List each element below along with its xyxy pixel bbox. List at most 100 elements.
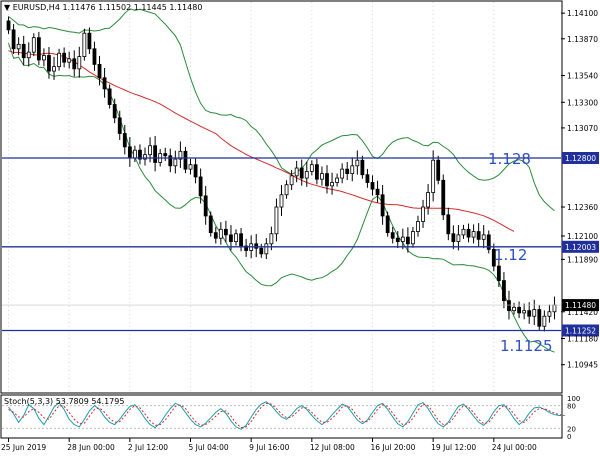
level-tag-text: 1.11252	[565, 326, 596, 335]
candle-body	[375, 188, 380, 196]
candle-body	[254, 243, 259, 249]
candle-body	[198, 176, 203, 197]
candle-body	[461, 228, 466, 236]
candle-body	[183, 150, 188, 170]
bollinger-bands	[8, 8, 555, 353]
price-tick-label: 1.13300	[567, 98, 598, 107]
stoch-signal-line	[8, 402, 565, 429]
candle-body	[512, 306, 516, 312]
candle-body	[42, 55, 46, 61]
stoch-tick-label: 0	[567, 433, 571, 441]
candle-body	[405, 236, 410, 245]
candle-body	[87, 32, 92, 50]
candle-body	[244, 245, 249, 251]
candle-body	[304, 170, 309, 179]
candle-body	[279, 194, 284, 208]
candle-body	[289, 175, 294, 186]
candle-body	[47, 55, 51, 72]
price-tick-label: 1.12100	[567, 232, 598, 241]
time-label: 24 Jul 00:00	[492, 443, 537, 452]
candle-body	[309, 164, 314, 172]
candle-body	[335, 177, 340, 183]
candle-body	[107, 88, 112, 105]
candle-body	[340, 168, 345, 179]
candle-body	[264, 243, 269, 255]
candle-body	[360, 159, 365, 176]
candle-body	[269, 233, 274, 245]
candle-body	[330, 182, 334, 187]
candle-body	[203, 195, 208, 217]
time-label: 12 Jul 08:00	[310, 443, 355, 452]
level-label-112: 1.12	[494, 246, 528, 264]
candle-body	[127, 146, 132, 159]
stoch-tick-label: 20	[567, 425, 576, 433]
candle-body	[173, 158, 178, 167]
candle-body	[527, 310, 532, 317]
candle-body	[234, 233, 238, 242]
candle-body	[552, 304, 557, 313]
candle-body	[476, 231, 481, 240]
price-tick-label: 1.13870	[567, 35, 598, 44]
candle-body	[188, 164, 193, 170]
candle-body	[178, 150, 183, 160]
horizontal-levels[interactable]: 1.12800 1.12003 1.11252	[2, 152, 599, 337]
level-tag	[562, 152, 599, 164]
level-tag	[562, 324, 599, 337]
candle-body	[507, 300, 511, 312]
time-label: 5 Jul 04:00	[189, 443, 229, 452]
stoch-main-line	[8, 401, 565, 430]
candle-body	[259, 247, 264, 255]
candle-body	[21, 43, 26, 59]
candle-body	[537, 309, 542, 327]
price-tick-label: 1.10945	[567, 361, 598, 370]
symbol-info-text: EURUSD,H4 1.11476 1.11502 1.11445 1.1148…	[12, 3, 203, 12]
candle-body	[502, 280, 506, 302]
candle-body	[486, 234, 491, 250]
candle-body	[62, 52, 67, 63]
main-chart-frame	[0, 0, 563, 394]
time-label: 28 Jun 00:00	[67, 443, 115, 452]
candle-body	[370, 182, 375, 190]
candle-body	[26, 51, 31, 59]
time-label: 2 Jul 12:00	[128, 443, 168, 452]
level-label-1128: 1.128	[488, 150, 531, 168]
candle-body	[411, 231, 415, 245]
candle-body	[350, 165, 355, 175]
current-price-tag	[562, 299, 599, 312]
price-tick-label: 1.12360	[567, 203, 598, 212]
candle-body	[436, 159, 441, 181]
bollinger-upper	[8, 8, 555, 212]
candle-body	[52, 66, 56, 72]
candle-body	[11, 29, 16, 50]
candle-body	[451, 233, 456, 242]
time-label: 9 Jul 16:00	[249, 443, 289, 452]
candle-body	[133, 149, 137, 159]
candle-body	[102, 77, 107, 90]
candle-body	[517, 306, 521, 314]
candle-body	[522, 310, 527, 314]
candle-body	[491, 248, 496, 267]
candle-body	[496, 265, 501, 281]
candle-body	[36, 37, 41, 61]
stoch-frame	[0, 394, 563, 439]
candle-body	[97, 64, 102, 79]
candle-body	[320, 173, 324, 180]
candle-body	[223, 228, 228, 236]
candle-body	[380, 194, 385, 217]
time-axis: 25 Jun 2019 28 Jun 00:00 2 Jul 12:00 5 Jul …	[1, 438, 537, 452]
candle-body	[153, 145, 158, 163]
symbol-info-label: ▼ EURUSD,H4 1.11476 1.11502 1.11445 1.11…	[4, 3, 202, 12]
level-tag-text: 1.12800	[565, 154, 596, 163]
candle-body	[239, 233, 243, 247]
candle-body	[294, 167, 299, 177]
candle-body	[148, 145, 152, 156]
moving-average	[8, 50, 515, 232]
candle-body	[471, 231, 476, 238]
candle-body	[365, 174, 370, 183]
candle-body	[426, 192, 430, 208]
candle-body	[421, 206, 425, 222]
candle-body	[400, 236, 405, 242]
